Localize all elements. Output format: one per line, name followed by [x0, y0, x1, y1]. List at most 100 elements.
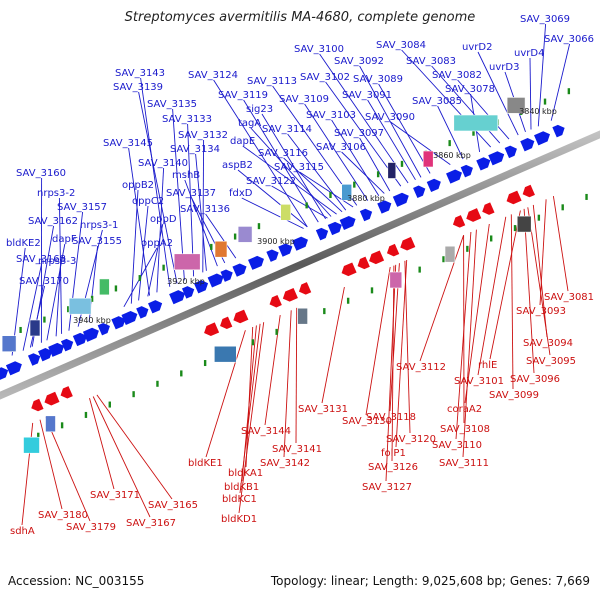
- ruler-tick: [251, 339, 255, 346]
- gene-label-reverse: SAV_3171: [90, 490, 140, 501]
- forward-gene-arrow: [193, 280, 209, 294]
- reverse-gene-arrow: [31, 398, 44, 412]
- kbp-label: 3900 kbp: [257, 237, 295, 246]
- ruler-tick: [84, 411, 88, 418]
- reverse-gene-arrow: [452, 215, 466, 228]
- leader-line: [552, 196, 569, 292]
- gene-label-forward: sig23: [246, 104, 273, 115]
- forward-gene-arrow: [148, 300, 163, 314]
- ruler-tick: [108, 401, 111, 408]
- reverse-gene-arrow: [341, 262, 357, 277]
- leader-line: [138, 91, 178, 284]
- forward-gene-arrow: [248, 255, 264, 270]
- ruler-tick: [400, 160, 404, 167]
- gene-label-forward: SAV_3066: [544, 34, 594, 45]
- feature-box: [68, 297, 92, 315]
- ruler-tick: [353, 181, 356, 188]
- ruler-tick: [442, 256, 445, 263]
- gene-features: [0, 124, 565, 412]
- gene-label-forward: SAV_3143: [115, 68, 165, 79]
- leader-line: [241, 197, 304, 229]
- ruler-tick: [472, 129, 475, 136]
- leader-line: [184, 179, 218, 267]
- leader-line: [359, 137, 391, 192]
- kbp-label: 3880 kbp: [347, 194, 385, 203]
- forward-gene-arrow: [392, 192, 409, 207]
- forward-gene-arrow: [460, 164, 473, 178]
- leader-line: [55, 265, 61, 337]
- gene-label-reverse: bldKE1: [188, 458, 223, 469]
- ruler-tick: [543, 98, 547, 105]
- gene-label-forward: nrps3-2: [37, 188, 75, 199]
- leader-line: [319, 53, 409, 184]
- leader-line: [455, 231, 472, 440]
- gene-label-forward: fdxD: [229, 188, 253, 199]
- gene-label-reverse: SAV_3095: [526, 356, 576, 367]
- reverse-gene-arrow: [466, 208, 482, 222]
- leader-line: [213, 79, 308, 228]
- gene-label-reverse: SAV_3096: [510, 374, 560, 385]
- forward-gene-arrow: [181, 286, 195, 299]
- gene-label-reverse: SAV_3167: [126, 518, 176, 529]
- gene-label-reverse: SAV_3165: [148, 500, 198, 511]
- reverse-gene-arrow: [44, 391, 60, 406]
- gene-label-forward: uvrD3: [489, 62, 519, 73]
- forward-gene-arrow: [169, 290, 186, 305]
- gene-label-forward: SAV_3102: [300, 72, 350, 83]
- forward-gene-arrow: [292, 236, 308, 251]
- leader-line: [341, 151, 385, 194]
- forward-gene-arrow: [426, 178, 441, 193]
- reverse-gene-arrow: [298, 282, 312, 295]
- ruler-tick: [513, 225, 517, 232]
- leader-line: [304, 103, 369, 201]
- leader-line: [385, 264, 397, 482]
- forward-gene-arrow: [136, 306, 149, 319]
- gene-label-forward: uvrD2: [462, 42, 492, 53]
- ruler-tick: [418, 266, 421, 273]
- ruler-tick: [585, 193, 588, 200]
- forward-gene-arrow: [520, 138, 535, 152]
- ruler-tick: [90, 295, 94, 302]
- reverse-gene-arrow: [369, 250, 385, 265]
- leader-line: [242, 145, 337, 215]
- gene-label-forward: SAV_3139: [113, 82, 163, 93]
- reverse-gene-arrow: [220, 316, 233, 330]
- leader-line: [147, 223, 164, 297]
- kbp-label: 3920 kbp: [167, 277, 205, 286]
- gene-label-reverse: SAV_3099: [489, 390, 539, 401]
- leader-line: [187, 123, 195, 277]
- forward-gene-arrow: [48, 342, 65, 357]
- gene-label-reverse: SAV_3131: [298, 404, 348, 415]
- leader-line: [477, 216, 507, 376]
- gene-label-forward: SAV_3090: [365, 112, 415, 123]
- leader-line: [523, 208, 535, 374]
- feature-box: [1, 335, 17, 353]
- feature-box: [297, 307, 308, 325]
- feature-box: [280, 204, 292, 221]
- backbone-bar: [0, 130, 600, 400]
- feature-box: [444, 245, 456, 263]
- gene-label-forward: bldKE2: [6, 238, 41, 249]
- ruler-tick: [203, 360, 207, 367]
- gene-label-forward: oppA2: [141, 238, 173, 249]
- forward-gene-arrow: [232, 263, 247, 277]
- forward-gene-arrow: [266, 249, 279, 262]
- forward-gene-arrow: [552, 124, 565, 138]
- ruler-tick: [370, 287, 374, 294]
- leader-line: [92, 396, 151, 518]
- gene-label-reverse: sdhA: [10, 526, 35, 537]
- ruler-tick: [257, 223, 261, 230]
- feature-box: [387, 162, 397, 179]
- forward-gene-arrow: [207, 273, 224, 288]
- leader-line: [239, 323, 261, 494]
- feature-box: [99, 278, 110, 296]
- forward-gene-arrow: [72, 332, 87, 347]
- leader-line: [539, 199, 547, 306]
- leader-line: [365, 267, 391, 416]
- gene-label-forward: SAV_3136: [180, 204, 230, 215]
- feature-box: [214, 240, 228, 258]
- gene-label-reverse: SAV_3118: [366, 412, 416, 423]
- ruler-tick: [489, 235, 493, 242]
- forward-gene-arrow: [488, 151, 505, 166]
- leader-line: [29, 285, 46, 348]
